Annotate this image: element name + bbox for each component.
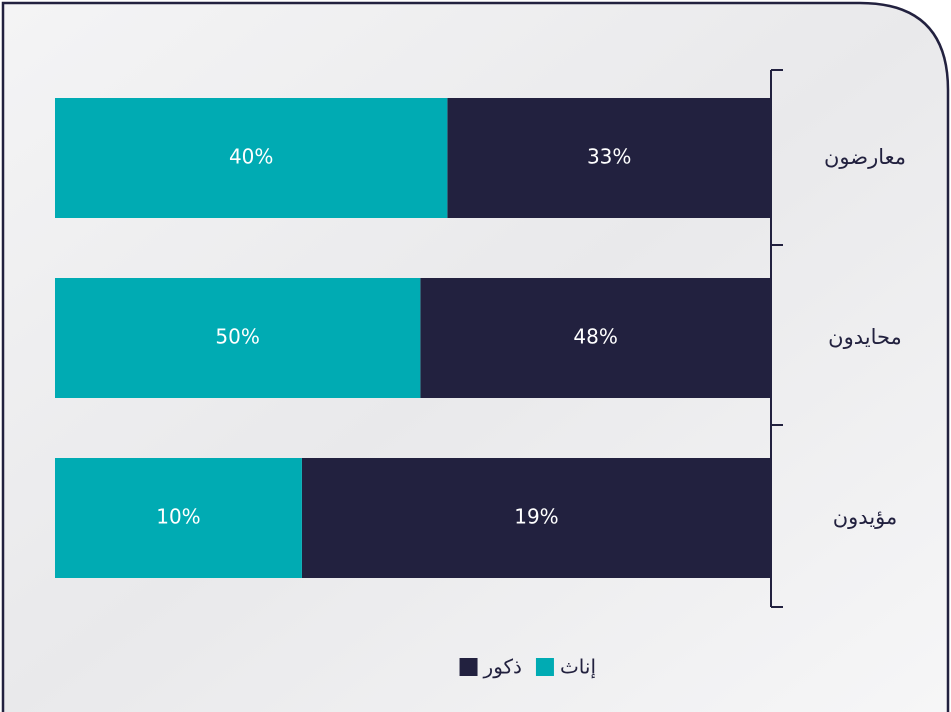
bar-segment [55,458,302,578]
legend-label: إناث [560,655,596,680]
bar-value-label: 40% [229,145,273,169]
category-label: معارضون [824,145,906,169]
category-label: مؤيدون [833,505,898,529]
legend-swatch [459,658,478,676]
bar-segment [447,98,771,218]
bar-segment [55,278,421,398]
bar-value-label: 33% [587,145,631,169]
legend-swatch [535,658,554,676]
bar-value-label: 10% [156,505,200,529]
bar-value-label: 48% [573,325,617,349]
category-label: محايدون [828,325,902,349]
bar-segment [420,278,771,398]
legend-label: ذكور [483,655,522,679]
bar-value-label: 19% [514,505,558,529]
bar-value-label: 50% [215,325,259,349]
bar-segment [55,98,448,218]
bar-segment [301,458,771,578]
